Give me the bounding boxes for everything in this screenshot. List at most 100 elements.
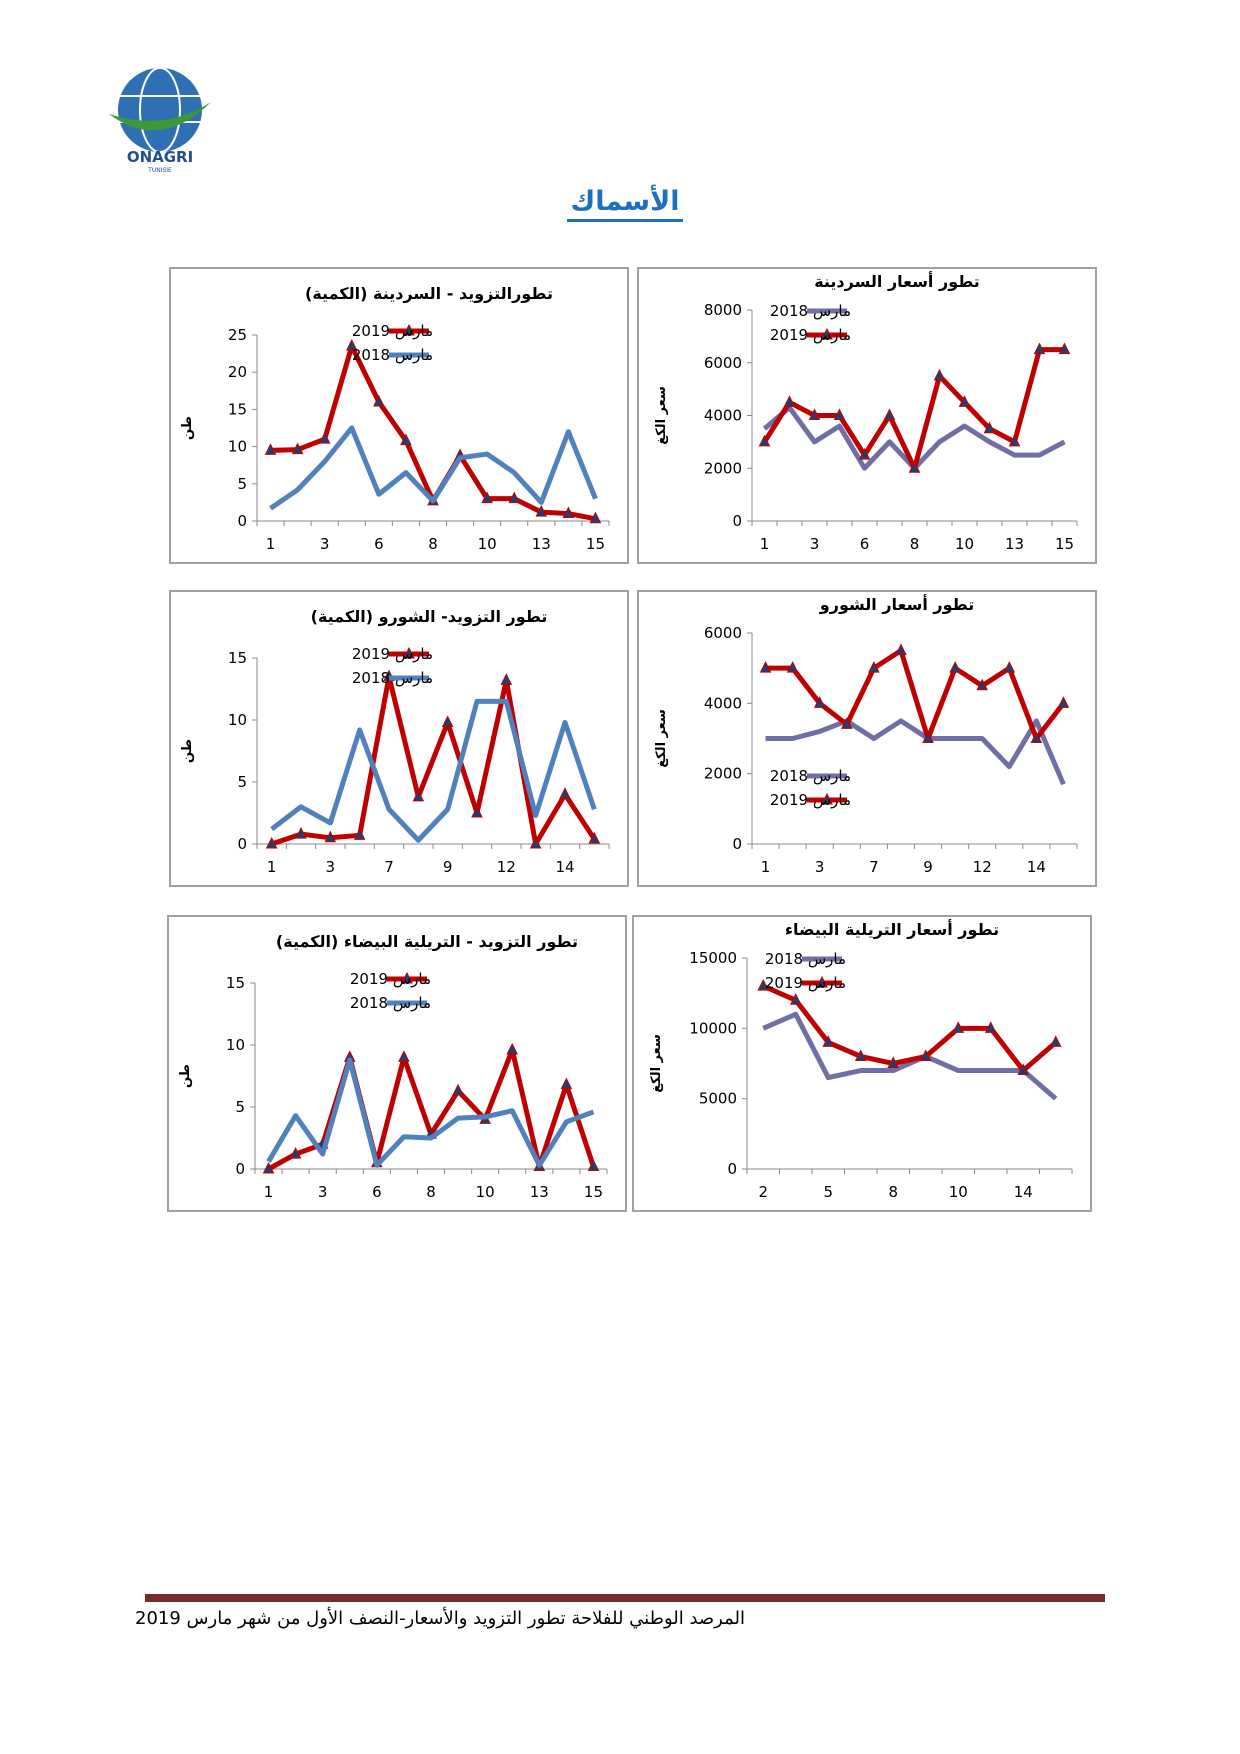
chart-title: تطور أسعار الشورو	[819, 594, 974, 614]
data-marker	[883, 408, 896, 420]
x-tick-label: 8	[910, 535, 920, 553]
chart-frame: تطور التزويد - التريلية البيضاء (الكمية)…	[167, 915, 627, 1212]
data-marker	[588, 831, 601, 844]
y-tick-label: 10	[226, 1036, 245, 1054]
y-axis-label: سعر الكغ	[654, 386, 669, 445]
x-tick-label: 14	[1014, 1183, 1033, 1201]
x-tick-label: 3	[320, 535, 330, 553]
x-tick-label: 1	[760, 535, 770, 553]
chart-title: تطورالتزويد - السردينة (الكمية)	[305, 284, 553, 303]
x-tick-label: 3	[326, 858, 336, 876]
data-marker	[262, 1161, 275, 1174]
x-tick-label: 10	[949, 1183, 968, 1201]
data-marker	[353, 828, 366, 840]
data-marker	[481, 491, 493, 504]
x-tick-label: 1	[266, 535, 276, 553]
data-marker	[949, 661, 961, 673]
chart-title: تطور أسعار السردينة	[814, 271, 980, 291]
legend-marker	[401, 971, 413, 984]
data-marker	[887, 1056, 900, 1068]
logo-swoosh	[109, 102, 211, 131]
legend-label: مارس 2019	[352, 322, 433, 340]
data-marker	[587, 1159, 600, 1172]
legend-label: مارس 2018	[770, 767, 851, 785]
data-marker	[895, 643, 907, 656]
x-tick-label: 1	[264, 1183, 274, 1201]
y-tick-label: 0	[235, 1160, 245, 1178]
data-marker	[976, 678, 989, 691]
data-marker	[758, 434, 771, 447]
logo: ONAGRI TUNISIE	[109, 67, 211, 174]
chart-border	[637, 590, 1097, 887]
y-axis-label: طن	[178, 1064, 193, 1088]
chart-frame: تطور أسعار السردينة سعر الكغ 0 2000 4000 6000…	[637, 267, 1097, 564]
data-marker	[559, 787, 571, 799]
x-tick-label: 3	[318, 1183, 328, 1201]
x-tick-label: 3	[810, 535, 820, 553]
data-marker	[345, 339, 358, 351]
chart-frame: تطور التزويد- الشورو (الكمية) طن 0 5 10 15 1 3 7…	[169, 590, 629, 887]
data-marker	[1008, 434, 1021, 447]
series-line	[269, 425, 598, 511]
data-marker	[452, 1083, 464, 1096]
y-tick-label: 15	[228, 400, 247, 418]
data-marker	[506, 1042, 519, 1055]
data-marker	[560, 1077, 573, 1090]
legend-label: مارس 2018	[350, 994, 431, 1012]
data-marker	[441, 715, 454, 727]
data-marker	[535, 504, 548, 517]
chart-border	[632, 915, 1092, 1212]
data-marker	[1058, 342, 1071, 355]
data-marker	[1033, 342, 1046, 355]
legend-marker	[403, 646, 415, 659]
x-tick-label: 7	[869, 858, 879, 876]
data-marker	[822, 1035, 835, 1047]
globe-meridian	[139, 67, 181, 153]
x-tick-label: 8	[888, 1183, 898, 1201]
y-tick-label: 0	[732, 512, 742, 530]
y-tick-label: 25	[228, 326, 247, 344]
globe	[118, 68, 202, 152]
legend-label: مارس 2019	[770, 326, 851, 344]
chart-border	[169, 590, 629, 887]
legend-marker	[821, 327, 833, 340]
legend-label: مارس 2018	[770, 302, 851, 320]
footer-rule	[145, 1594, 1105, 1602]
data-marker	[1057, 696, 1070, 708]
y-tick-label: 15	[228, 649, 247, 667]
legend-label: مارس 2019	[350, 970, 431, 988]
x-tick-label: 5	[823, 1183, 833, 1201]
x-tick-label: 7	[384, 858, 394, 876]
x-tick-label: 8	[426, 1183, 436, 1201]
data-marker	[783, 395, 796, 407]
y-tick-label: 8000	[704, 301, 742, 319]
y-tick-label: 5000	[699, 1090, 737, 1108]
data-marker	[373, 394, 385, 407]
data-marker	[757, 979, 770, 991]
series-line	[270, 698, 597, 843]
data-marker	[398, 1050, 410, 1062]
x-tick-label: 2	[758, 1183, 768, 1201]
y-tick-label: 10000	[689, 1019, 737, 1037]
y-axis-label: طن	[180, 739, 195, 763]
x-tick-label: 6	[374, 535, 384, 553]
legend-label: مارس 2019	[770, 791, 851, 809]
x-tick-label: 13	[1005, 535, 1024, 553]
chart: تطور أسعار التريلية البيضاء سعر الكغ 0 5000…	[632, 915, 1092, 1212]
y-tick-label: 0	[727, 1160, 737, 1178]
footer: المرصد الوطني للفلاحة تطور التزويد والأس…	[135, 1608, 745, 1629]
data-marker	[562, 506, 575, 519]
page-title-text: الأسماك	[566, 186, 684, 222]
data-marker	[813, 696, 826, 708]
legend-label: مارس 2018	[765, 950, 846, 968]
data-marker	[265, 836, 278, 849]
x-tick-label: 15	[584, 1183, 603, 1201]
data-marker	[471, 805, 483, 818]
y-tick-label: 0	[237, 512, 247, 530]
data-marker	[1003, 661, 1016, 673]
data-marker	[984, 1021, 997, 1033]
data-marker	[500, 673, 513, 685]
chart: تطور أسعار السردينة سعر الكغ 0 2000 4000 6000…	[637, 267, 1097, 564]
data-marker	[983, 421, 996, 434]
